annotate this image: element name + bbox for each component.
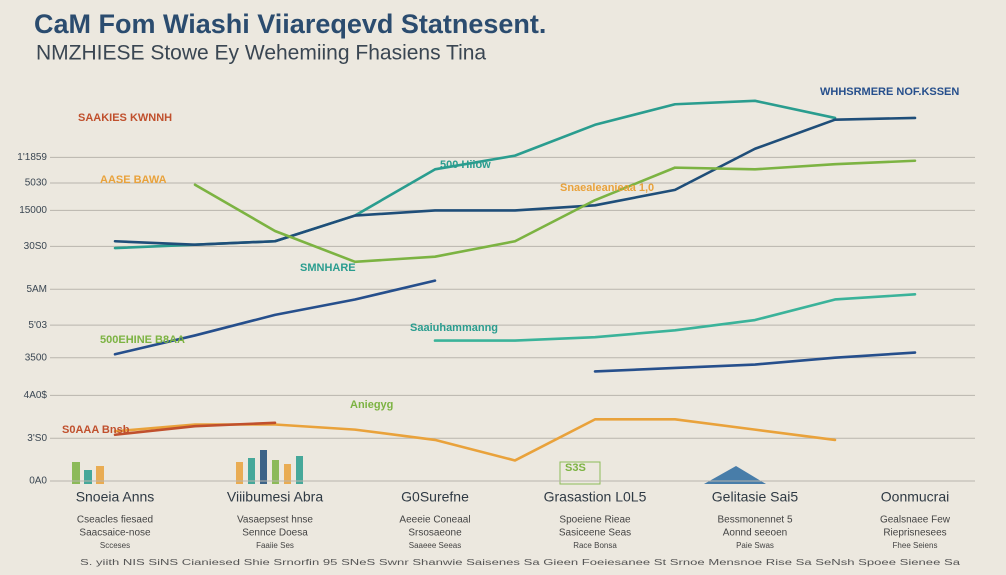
x-category-label: G0Surefne: [401, 489, 469, 505]
series-line: [193, 159, 917, 264]
annotation: SAAKIES KWNNH: [78, 112, 172, 124]
decorations: [72, 450, 766, 485]
series-line: [113, 279, 917, 373]
y-tick-label: 5'03: [28, 320, 47, 331]
category-note: Spoeiene Rieae: [559, 515, 631, 526]
annotation: Saaiuhammanng: [410, 322, 498, 334]
annotation: SMNHARE: [300, 262, 356, 274]
x-category-label: Snoeia Anns: [76, 489, 155, 505]
category-note: Vasaepsest hnse: [237, 515, 313, 526]
y-tick-label: 15000: [19, 205, 47, 216]
category-note: Aonnd seeoen: [723, 528, 788, 539]
category-note: Faaiie Ses: [256, 541, 294, 550]
annotation: 500EHINE B8AA: [100, 334, 185, 346]
series-line: [113, 116, 917, 246]
category-note: Srsosaeone: [408, 528, 462, 539]
series-line: [433, 293, 917, 342]
annotation: AASE BAWA: [100, 174, 167, 186]
y-tick-label: 5AM: [26, 284, 47, 295]
chart-subtitle: NMZHIESE Stowe Ey Wehemiing Fhasiens Tin…: [36, 42, 486, 65]
chart-title: CaM Fom Wiashi Viiareqevd Statnesent.: [34, 9, 546, 39]
x-category-label: Gelitasie Sai5: [712, 489, 799, 505]
category-note: Saacsaice-nose: [79, 528, 151, 539]
category-note: Cseacles fiesaed: [77, 515, 153, 526]
y-tick-label: 3'S0: [27, 433, 47, 444]
category-note: Paie Swas: [736, 541, 774, 550]
category-note: Scceses: [100, 541, 130, 550]
footer-note: S. yiith NIS SiNS Cianiesed Shie Srnorfi…: [80, 558, 961, 567]
x-category-label: Grasastion L0L5: [544, 489, 647, 505]
y-tick-label: 0A0: [29, 476, 47, 487]
annotation: WHHSRMERE NOF.KSSEN: [820, 86, 959, 98]
annotation: Snaealeanieaa 1,0: [560, 182, 654, 194]
annotation: S3S: [565, 462, 586, 474]
y-tick-label: 30S0: [24, 241, 48, 252]
y-tick-label: 4A0$: [24, 390, 48, 401]
category-note: Gealsnaee Few: [880, 515, 951, 526]
category-note: Sennce Doesa: [242, 528, 308, 539]
annotation: Aniegyg: [350, 399, 393, 411]
y-tick-label: 1'1859: [17, 152, 47, 163]
category-note: Race Bonsa: [573, 541, 617, 550]
x-category-label: Viiibumesi Abra: [227, 489, 323, 505]
x-category-label: Oonmucrai: [881, 489, 949, 505]
category-note: Saaeee Seeas: [409, 541, 462, 550]
category-note: Sasiceene Seas: [559, 528, 631, 539]
category-note: Fhee Seiens: [893, 541, 938, 550]
series-line: [113, 421, 277, 437]
y-tick-label: 5030: [25, 178, 48, 189]
annotation: S0AAA Bnsb: [62, 424, 130, 436]
annotation: 500 Hiiow: [440, 159, 491, 171]
y-tick-label: 3500: [25, 352, 48, 363]
category-note: Aeeeie Coneaal: [399, 515, 470, 526]
category-note: Bessmonennet 5: [717, 515, 792, 526]
category-note: Rieprisnesees: [883, 528, 946, 539]
